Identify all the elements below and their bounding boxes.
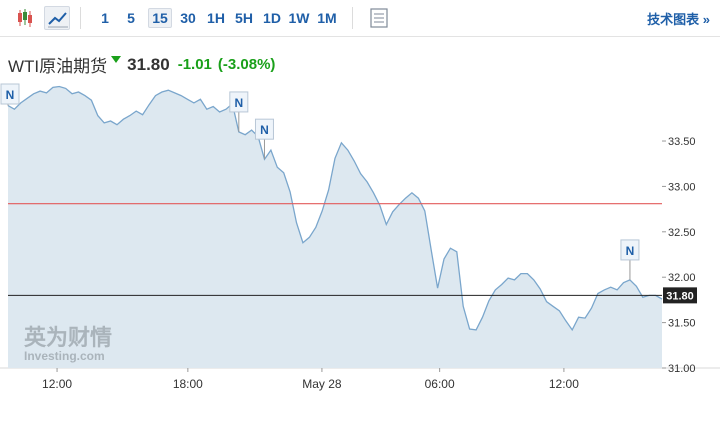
news-marker-label[interactable]: N (6, 88, 15, 102)
timeframe-1d[interactable]: 1D (263, 10, 281, 26)
price-line (7, 85, 663, 332)
investing-watermark: 英为财情 Investing.com (24, 325, 112, 363)
news-marker-flag[interactable] (229, 91, 249, 113)
news-marker-label[interactable]: N (626, 244, 635, 258)
y-tick-label: 32.00 (668, 272, 696, 284)
timeframe-1[interactable]: 1 (101, 10, 109, 26)
y-tick-label: 31.50 (668, 318, 696, 330)
instrument-name: WTI原油期货 (8, 57, 108, 76)
x-tick-label: 06:00 (425, 377, 455, 391)
price-chart[interactable]: 31.80 31.00 31.50 32.00 32.50 33.00 33.50 12:… (0, 82, 720, 420)
y-tick-label: 33.00 (668, 181, 696, 193)
toolbar-divider (352, 7, 353, 29)
last-price: 31.80 (127, 54, 170, 74)
price-chart-svg[interactable]: 31.80 31.00 31.50 32.00 32.50 33.00 33.50 12:… (0, 82, 720, 420)
timeframe-1m[interactable]: 1M (317, 10, 337, 26)
x-tick-label: 18:00 (173, 377, 203, 391)
price-area-fill (8, 86, 662, 368)
timeframe-5h[interactable]: 5H (235, 10, 253, 26)
y-tick-label: 32.50 (668, 227, 696, 239)
x-tick-label: 12:00 (549, 377, 579, 391)
y-tick-label: 33.50 (668, 136, 696, 148)
news-marker-flag[interactable] (620, 239, 640, 261)
timeframe-1h[interactable]: 1H (207, 10, 225, 26)
news-marker-label[interactable]: N (260, 123, 269, 137)
timeframe-1w[interactable]: 1W (288, 10, 310, 26)
timeframe-15[interactable]: 15 (148, 8, 172, 28)
technical-chart-link[interactable]: 技术图表 » (647, 12, 710, 27)
news-marker-label[interactable]: N (234, 96, 243, 110)
y-tick-label: 31.00 (668, 363, 696, 375)
timeframe-5[interactable]: 5 (127, 10, 135, 26)
x-tick-label: 12:00 (42, 377, 72, 391)
price-change-percent: (-3.08%) (217, 56, 276, 73)
news-marker-flag[interactable] (0, 83, 20, 105)
watermark-brand-cn: 英为财情 (24, 325, 112, 350)
news-marker-flag[interactable] (254, 118, 274, 140)
data-table-icon[interactable] (366, 6, 392, 30)
last-price-label: 31.80 (666, 290, 694, 302)
candlestick-chart-icon[interactable] (12, 6, 38, 30)
watermark-brand-en: Investing.com (24, 349, 105, 363)
toolbar-divider (80, 7, 81, 29)
price-change: -1.01 (177, 56, 212, 73)
chart-toolbar: 1 5 15 30 1H 5H 1D 1W 1M 技术图表 » (0, 0, 720, 37)
down-triangle-icon (111, 56, 122, 63)
last-price-tag (663, 287, 697, 304)
instrument-quote: WTI原油期货 31.80 -1.01 (-3.08%) (8, 52, 281, 78)
x-tick-label: May 28 (302, 377, 342, 391)
timeframe-30[interactable]: 30 (180, 10, 196, 26)
line-chart-icon[interactable] (44, 6, 70, 30)
